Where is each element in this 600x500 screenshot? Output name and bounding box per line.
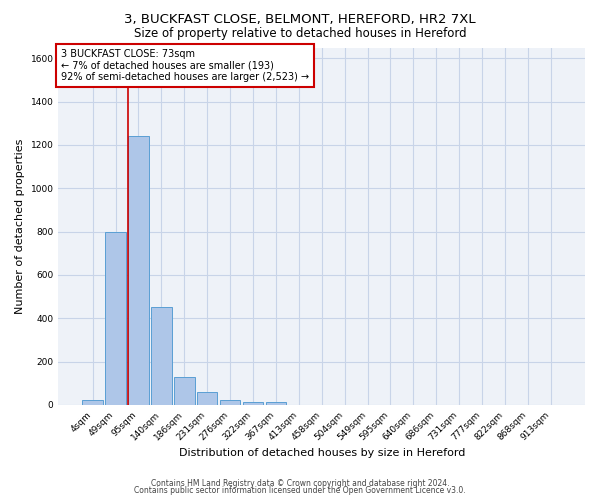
Text: Contains public sector information licensed under the Open Government Licence v3: Contains public sector information licen… xyxy=(134,486,466,495)
Bar xyxy=(151,308,172,405)
Bar xyxy=(82,400,103,405)
Bar xyxy=(174,377,194,405)
Bar xyxy=(197,392,217,405)
X-axis label: Distribution of detached houses by size in Hereford: Distribution of detached houses by size … xyxy=(179,448,465,458)
Text: 3, BUCKFAST CLOSE, BELMONT, HEREFORD, HR2 7XL: 3, BUCKFAST CLOSE, BELMONT, HEREFORD, HR… xyxy=(124,12,476,26)
Text: Size of property relative to detached houses in Hereford: Size of property relative to detached ho… xyxy=(134,28,466,40)
Y-axis label: Number of detached properties: Number of detached properties xyxy=(15,138,25,314)
Bar xyxy=(266,402,286,405)
Bar xyxy=(105,232,126,405)
Bar xyxy=(128,136,149,405)
Text: Contains HM Land Registry data © Crown copyright and database right 2024.: Contains HM Land Registry data © Crown c… xyxy=(151,478,449,488)
Text: 3 BUCKFAST CLOSE: 73sqm
← 7% of detached houses are smaller (193)
92% of semi-de: 3 BUCKFAST CLOSE: 73sqm ← 7% of detached… xyxy=(61,50,309,82)
Bar xyxy=(242,402,263,405)
Bar xyxy=(220,400,241,405)
